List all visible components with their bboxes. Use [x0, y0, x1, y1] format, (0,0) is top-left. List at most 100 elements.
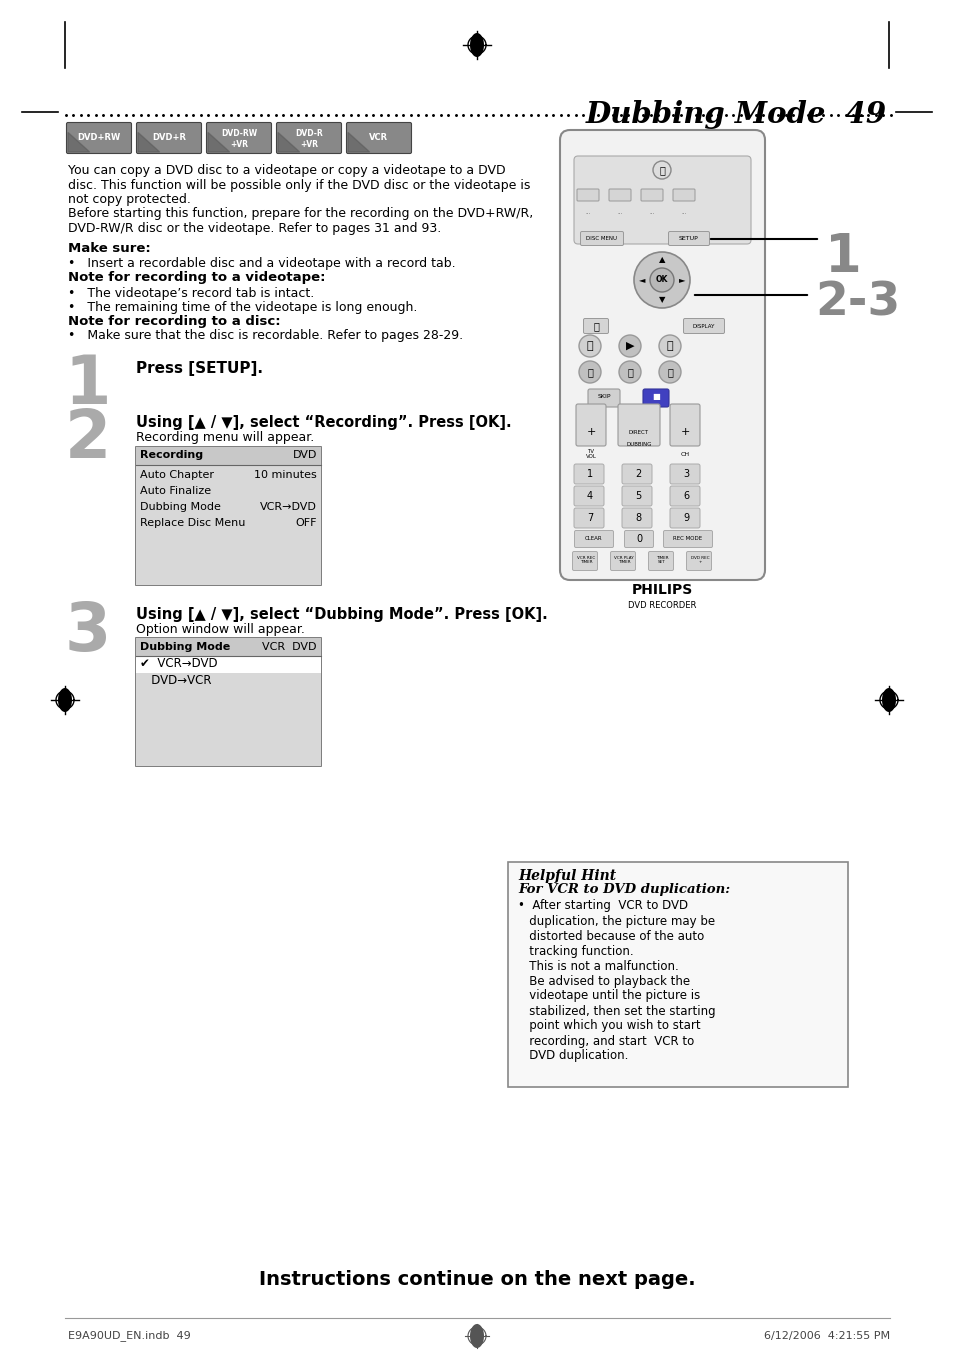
Text: DVD-RW: DVD-RW [221, 130, 256, 138]
FancyBboxPatch shape [574, 508, 603, 528]
Text: 9: 9 [682, 513, 688, 523]
FancyBboxPatch shape [621, 463, 651, 484]
Bar [136, 638, 320, 655]
FancyBboxPatch shape [662, 531, 712, 547]
Polygon shape [348, 132, 370, 153]
Text: stabilized, then set the starting: stabilized, then set the starting [517, 1005, 715, 1017]
Circle shape [659, 335, 680, 357]
Text: ...: ... [649, 209, 654, 215]
Text: Auto Chapter: Auto Chapter [140, 470, 213, 481]
FancyBboxPatch shape [572, 551, 597, 570]
Text: •   The videotape’s record tab is intact.: • The videotape’s record tab is intact. [68, 286, 314, 300]
Text: DVD+RW: DVD+RW [77, 134, 120, 142]
FancyBboxPatch shape [576, 404, 605, 446]
FancyBboxPatch shape [206, 123, 272, 154]
Polygon shape [138, 132, 159, 153]
Text: Using [▲ / ▼], select “Dubbing Mode”. Press [OK].: Using [▲ / ▼], select “Dubbing Mode”. Pr… [136, 608, 547, 623]
FancyBboxPatch shape [587, 389, 619, 407]
Polygon shape [470, 32, 483, 57]
Text: •   Make sure that the disc is recordable. Refer to pages 28-29.: • Make sure that the disc is recordable.… [68, 330, 462, 343]
Text: DUBBING: DUBBING [625, 442, 651, 446]
Text: REC MODE: REC MODE [673, 536, 701, 542]
Text: ⏪: ⏪ [586, 340, 593, 351]
Text: Auto Finalize: Auto Finalize [140, 486, 211, 497]
Text: •   Insert a recordable disc and a videotape with a record tab.: • Insert a recordable disc and a videota… [68, 258, 456, 270]
FancyBboxPatch shape [574, 155, 750, 245]
Circle shape [649, 267, 673, 292]
Text: DISPLAY: DISPLAY [692, 323, 715, 328]
FancyBboxPatch shape [648, 551, 673, 570]
Text: videotape until the picture is: videotape until the picture is [517, 989, 700, 1002]
Text: ...: ... [617, 209, 622, 215]
FancyBboxPatch shape [640, 189, 662, 201]
Bar [136, 638, 320, 766]
Text: TIMER
SET: TIMER SET [655, 555, 668, 565]
Circle shape [578, 335, 600, 357]
FancyBboxPatch shape [610, 551, 635, 570]
Text: not copy protected.: not copy protected. [68, 193, 191, 205]
Text: ►: ► [678, 276, 684, 285]
FancyBboxPatch shape [624, 531, 653, 547]
Text: ⏮: ⏮ [586, 367, 593, 377]
Text: 2-3: 2-3 [814, 281, 900, 326]
FancyBboxPatch shape [559, 130, 764, 580]
Text: ⏭: ⏭ [666, 367, 672, 377]
Text: ⏻: ⏻ [659, 165, 664, 176]
Text: Be advised to playback the: Be advised to playback the [517, 974, 689, 988]
FancyBboxPatch shape [577, 189, 598, 201]
Text: •  After starting  VCR to DVD: • After starting VCR to DVD [517, 900, 687, 912]
Text: Press [SETUP].: Press [SETUP]. [136, 362, 263, 377]
Text: disc. This function will be possible only if the DVD disc or the videotape is: disc. This function will be possible onl… [68, 178, 530, 192]
Text: You can copy a DVD disc to a videotape or copy a videotape to a DVD: You can copy a DVD disc to a videotape o… [68, 163, 505, 177]
FancyBboxPatch shape [669, 486, 700, 507]
Text: +: + [679, 427, 689, 436]
FancyBboxPatch shape [686, 551, 711, 570]
Text: 3: 3 [65, 600, 111, 666]
Text: CH: CH [679, 451, 689, 457]
Text: 8: 8 [635, 513, 640, 523]
Text: ⤶: ⤶ [593, 322, 598, 331]
FancyBboxPatch shape [642, 389, 668, 407]
Text: VCR REC
TIMER: VCR REC TIMER [577, 555, 595, 565]
Text: 3: 3 [682, 469, 688, 480]
Text: ▲: ▲ [659, 255, 664, 265]
Text: SKIP: SKIP [597, 394, 610, 400]
Text: DVD duplication.: DVD duplication. [517, 1050, 628, 1062]
Circle shape [618, 361, 640, 382]
Text: VCR: VCR [369, 134, 388, 142]
Text: Using [▲ / ▼], select “Recording”. Press [OK].: Using [▲ / ▼], select “Recording”. Press… [136, 415, 511, 430]
Text: ▶: ▶ [625, 340, 634, 351]
Text: DIRECT: DIRECT [628, 430, 648, 435]
Text: +VR: +VR [299, 139, 317, 149]
Text: TV
VOL: TV VOL [585, 449, 596, 459]
Text: OK: OK [655, 276, 667, 285]
Text: ■: ■ [652, 393, 659, 401]
Text: VCR PLAY
TIMER: VCR PLAY TIMER [614, 555, 633, 565]
Text: DISC MENU: DISC MENU [586, 236, 617, 242]
FancyBboxPatch shape [583, 319, 608, 334]
Text: DVD+R: DVD+R [152, 134, 186, 142]
Text: 10 minutes: 10 minutes [254, 470, 316, 481]
FancyBboxPatch shape [668, 231, 709, 246]
Bar [136, 465, 320, 585]
Text: Replace Disc Menu: Replace Disc Menu [140, 519, 245, 528]
Text: ⏸: ⏸ [626, 367, 632, 377]
Text: Recording: Recording [140, 450, 203, 461]
FancyBboxPatch shape [346, 123, 411, 154]
Text: 2: 2 [634, 469, 640, 480]
Text: Recording menu will appear.: Recording menu will appear. [136, 431, 314, 443]
Text: VCR→DVD: VCR→DVD [260, 503, 316, 512]
Text: OFF: OFF [295, 519, 316, 528]
Text: ◄: ◄ [639, 276, 644, 285]
Bar [136, 446, 320, 465]
Text: 0: 0 [636, 534, 641, 544]
Text: 1: 1 [824, 231, 861, 282]
Text: Helpful Hint: Helpful Hint [517, 869, 616, 884]
Polygon shape [68, 132, 90, 153]
Polygon shape [208, 132, 230, 153]
Circle shape [659, 361, 680, 382]
Text: DVD-RW/R disc or the videotape. Refer to pages 31 and 93.: DVD-RW/R disc or the videotape. Refer to… [68, 222, 441, 235]
Text: E9A90UD_EN.indb  49: E9A90UD_EN.indb 49 [68, 1331, 191, 1342]
Text: PHILIPS: PHILIPS [631, 584, 692, 597]
Text: DVD REC
+: DVD REC + [690, 555, 709, 565]
